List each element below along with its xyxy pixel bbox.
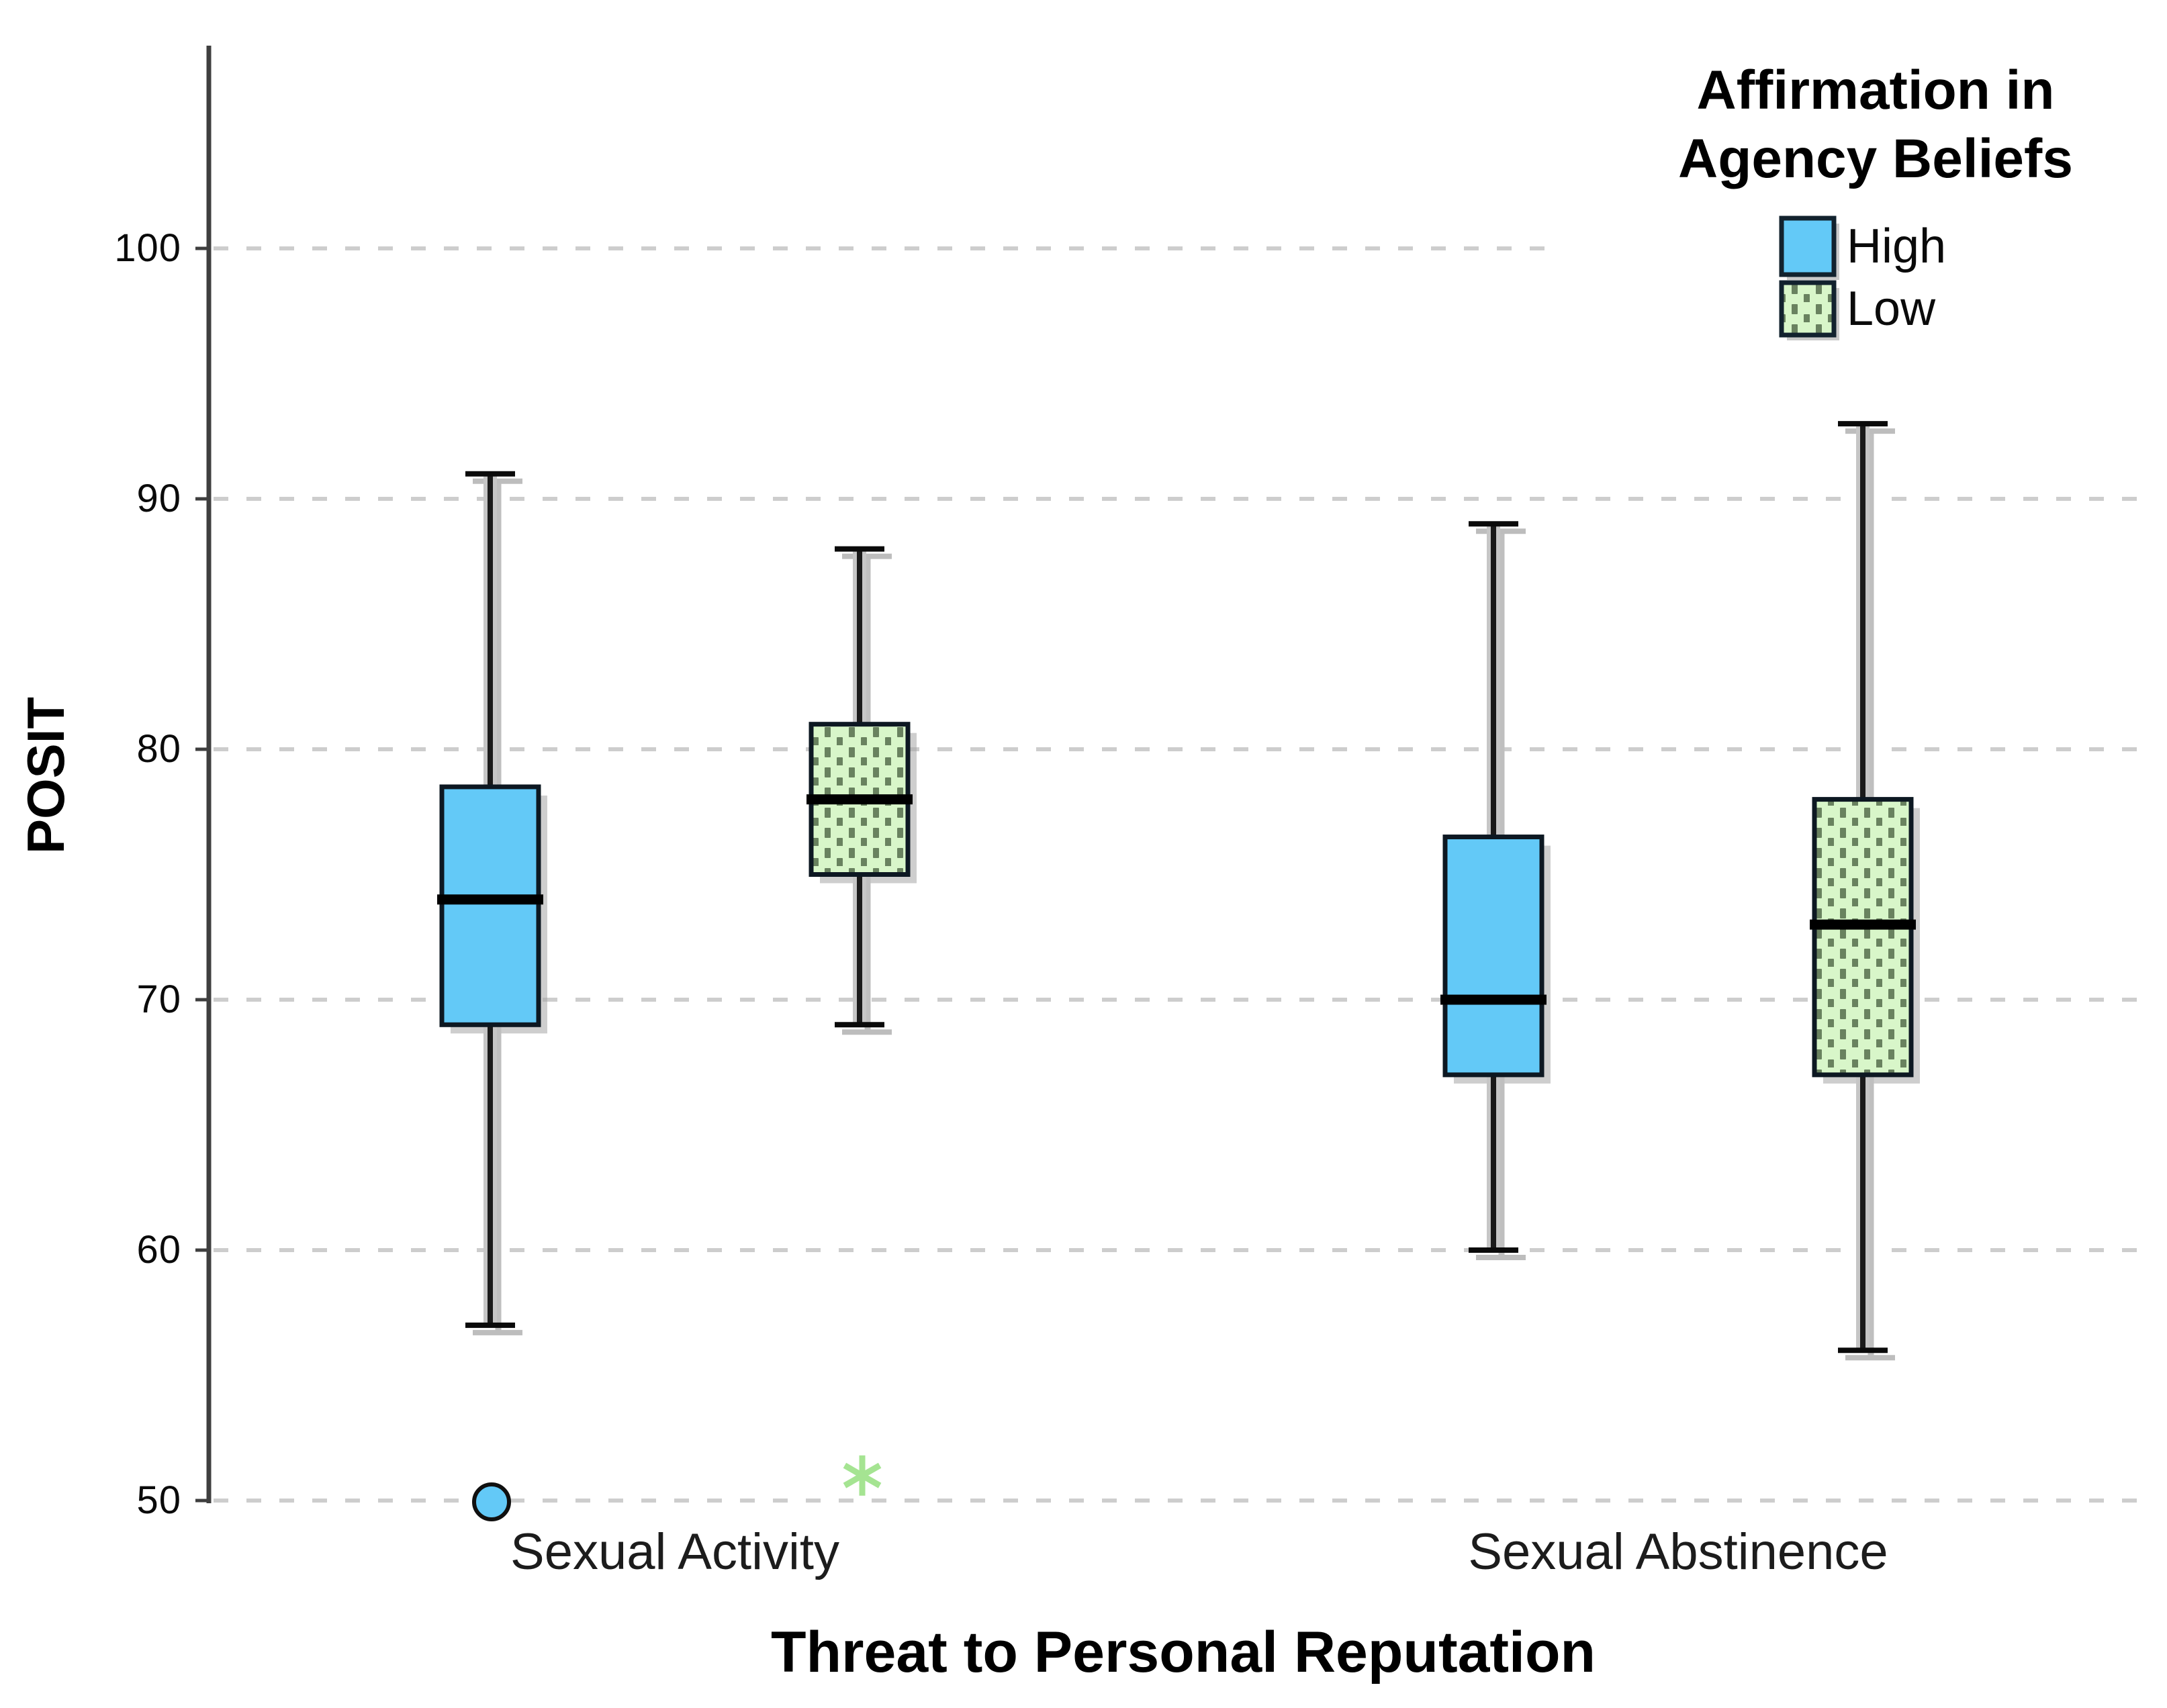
x-category-label-sexual-activity: Sexual Activity: [510, 1523, 839, 1580]
extreme-asterisk: [843, 1455, 882, 1496]
x-category-label-sexual-abstinence: Sexual Abstinence: [1468, 1523, 1888, 1580]
legend-swatches: [1779, 216, 1839, 340]
legend-label-low: Low: [1847, 282, 1936, 336]
legend-swatch-high: [1779, 216, 1837, 277]
legend-swatch-low: [1779, 280, 1837, 338]
y-tick-label-90: 90: [136, 477, 181, 520]
legend-title-line-1: Affirmation in: [1696, 60, 2055, 121]
box-low-sexual-activity: [806, 546, 917, 1496]
outlier-circle: [472, 1482, 511, 1521]
y-axis: [195, 46, 212, 1503]
box-low-sexual-abstinence: [1810, 421, 1920, 1361]
box-high-sexual-abstinence: [1440, 521, 1551, 1260]
box-high-sexual-activity: [437, 471, 547, 1521]
y-tick-label-60: 60: [136, 1228, 181, 1272]
y-tick-label-50: 50: [136, 1478, 181, 1522]
y-tick-label-70: 70: [136, 978, 181, 1021]
legend-label-high: High: [1847, 220, 1947, 273]
y-tick-label-100: 100: [114, 226, 181, 270]
y-axis-title: POSIT: [16, 696, 75, 855]
gridlines: [214, 246, 2141, 1503]
legend-title-line-2: Agency Beliefs: [1678, 128, 2073, 189]
y-tick-label-80: 80: [136, 727, 181, 771]
x-axis-title: Threat to Personal Reputation: [770, 1620, 1596, 1685]
